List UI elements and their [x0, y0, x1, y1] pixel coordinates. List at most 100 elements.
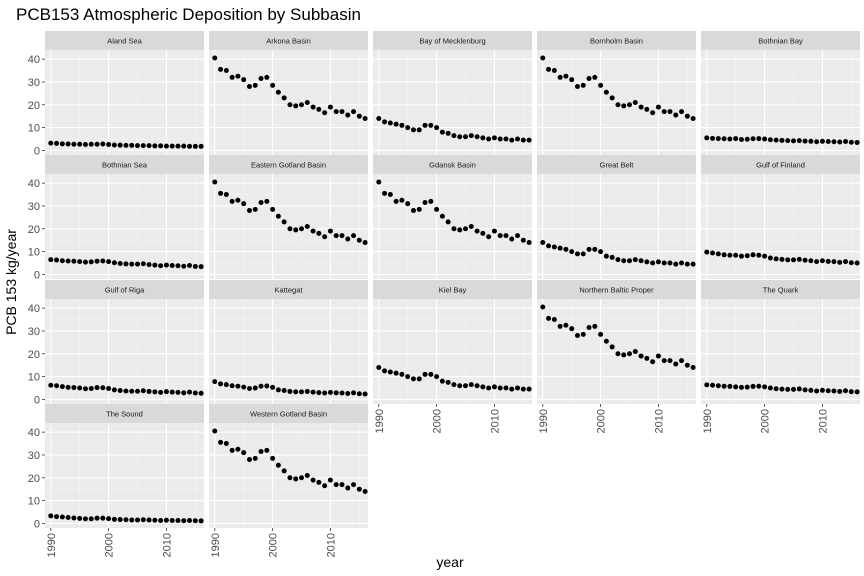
facet-panel: Eastern Gotland Basin — [209, 155, 368, 279]
y-tick-label: 0 — [34, 269, 40, 281]
data-point — [163, 143, 169, 149]
data-point — [569, 249, 575, 255]
data-point — [569, 326, 575, 332]
data-point — [399, 197, 405, 203]
facet-strip — [701, 280, 860, 299]
data-point — [586, 76, 592, 82]
data-point — [750, 252, 756, 258]
data-point — [181, 143, 187, 149]
data-point — [563, 246, 569, 252]
data-point — [644, 259, 650, 265]
data-point — [721, 252, 727, 258]
data-point — [843, 388, 849, 394]
data-point — [252, 82, 258, 88]
data-point — [351, 109, 357, 115]
data-point — [322, 483, 328, 489]
panel-background — [45, 50, 204, 155]
data-point — [463, 134, 469, 140]
data-point — [281, 95, 287, 101]
data-point — [212, 179, 218, 185]
data-point — [557, 74, 563, 80]
data-point — [382, 368, 388, 374]
data-point — [181, 518, 187, 524]
data-point — [791, 386, 797, 392]
data-point — [598, 249, 604, 255]
data-point — [212, 379, 218, 385]
data-point — [650, 260, 656, 266]
data-point — [54, 257, 60, 263]
data-point — [515, 233, 521, 239]
data-point — [376, 115, 382, 121]
data-point — [270, 455, 276, 461]
data-point — [457, 383, 463, 389]
y-tick-label: 20 — [28, 473, 40, 485]
data-point — [615, 351, 621, 357]
data-point — [376, 179, 382, 185]
data-point — [738, 384, 744, 390]
data-point — [362, 391, 368, 397]
facet-strip — [537, 31, 696, 50]
data-point — [304, 388, 310, 394]
data-point — [246, 208, 252, 214]
data-point — [316, 390, 322, 396]
facet-strip — [45, 31, 204, 50]
facet-strip-label: Kattegat — [275, 286, 304, 295]
data-point — [82, 516, 88, 522]
data-point — [82, 142, 88, 147]
data-point — [814, 388, 820, 394]
data-point — [690, 364, 696, 370]
data-point — [603, 89, 609, 95]
data-point — [773, 256, 779, 262]
data-point — [146, 517, 152, 523]
data-point — [557, 245, 563, 251]
data-point — [569, 77, 575, 83]
data-point — [480, 135, 486, 141]
data-point — [192, 518, 198, 524]
data-point — [486, 234, 492, 240]
data-point — [106, 259, 112, 265]
data-point — [270, 384, 276, 390]
data-point — [65, 258, 71, 264]
data-point — [198, 264, 204, 270]
data-point — [491, 135, 497, 141]
data-point — [509, 137, 515, 143]
data-point — [169, 517, 175, 523]
data-point — [843, 259, 849, 265]
y-tick-label: 40 — [28, 54, 40, 66]
x-tick-label: 1990 — [538, 409, 550, 433]
data-point — [497, 233, 503, 239]
data-point — [563, 73, 569, 79]
data-point — [808, 138, 814, 144]
data-point — [673, 112, 679, 118]
data-point — [819, 258, 825, 264]
data-point — [129, 142, 135, 148]
data-point — [198, 390, 204, 396]
data-point — [503, 233, 509, 239]
data-point — [54, 140, 60, 146]
data-point — [111, 142, 117, 148]
data-point — [117, 142, 123, 148]
data-point — [235, 197, 241, 203]
data-point — [551, 244, 557, 250]
y-tick-label: 30 — [28, 77, 40, 89]
facet-panel: Western Gotland Basin — [209, 404, 368, 528]
data-point — [192, 143, 198, 149]
facet-strip-label: Bothnian Bay — [758, 37, 803, 46]
data-point — [679, 260, 685, 266]
data-point — [387, 120, 393, 126]
data-point — [345, 236, 351, 242]
data-point — [77, 141, 83, 147]
facet-panel: Bay of Mecklenburg — [373, 31, 532, 155]
data-point — [94, 515, 100, 521]
data-point — [837, 259, 843, 265]
data-point — [393, 370, 399, 376]
data-point — [710, 135, 716, 141]
panel-background — [537, 50, 696, 155]
facet-panel: Aland Sea — [45, 31, 204, 155]
data-point — [831, 139, 837, 145]
data-point — [557, 323, 563, 329]
data-point — [434, 374, 440, 380]
data-point — [837, 388, 843, 394]
data-point — [796, 386, 802, 392]
data-point — [848, 260, 854, 266]
